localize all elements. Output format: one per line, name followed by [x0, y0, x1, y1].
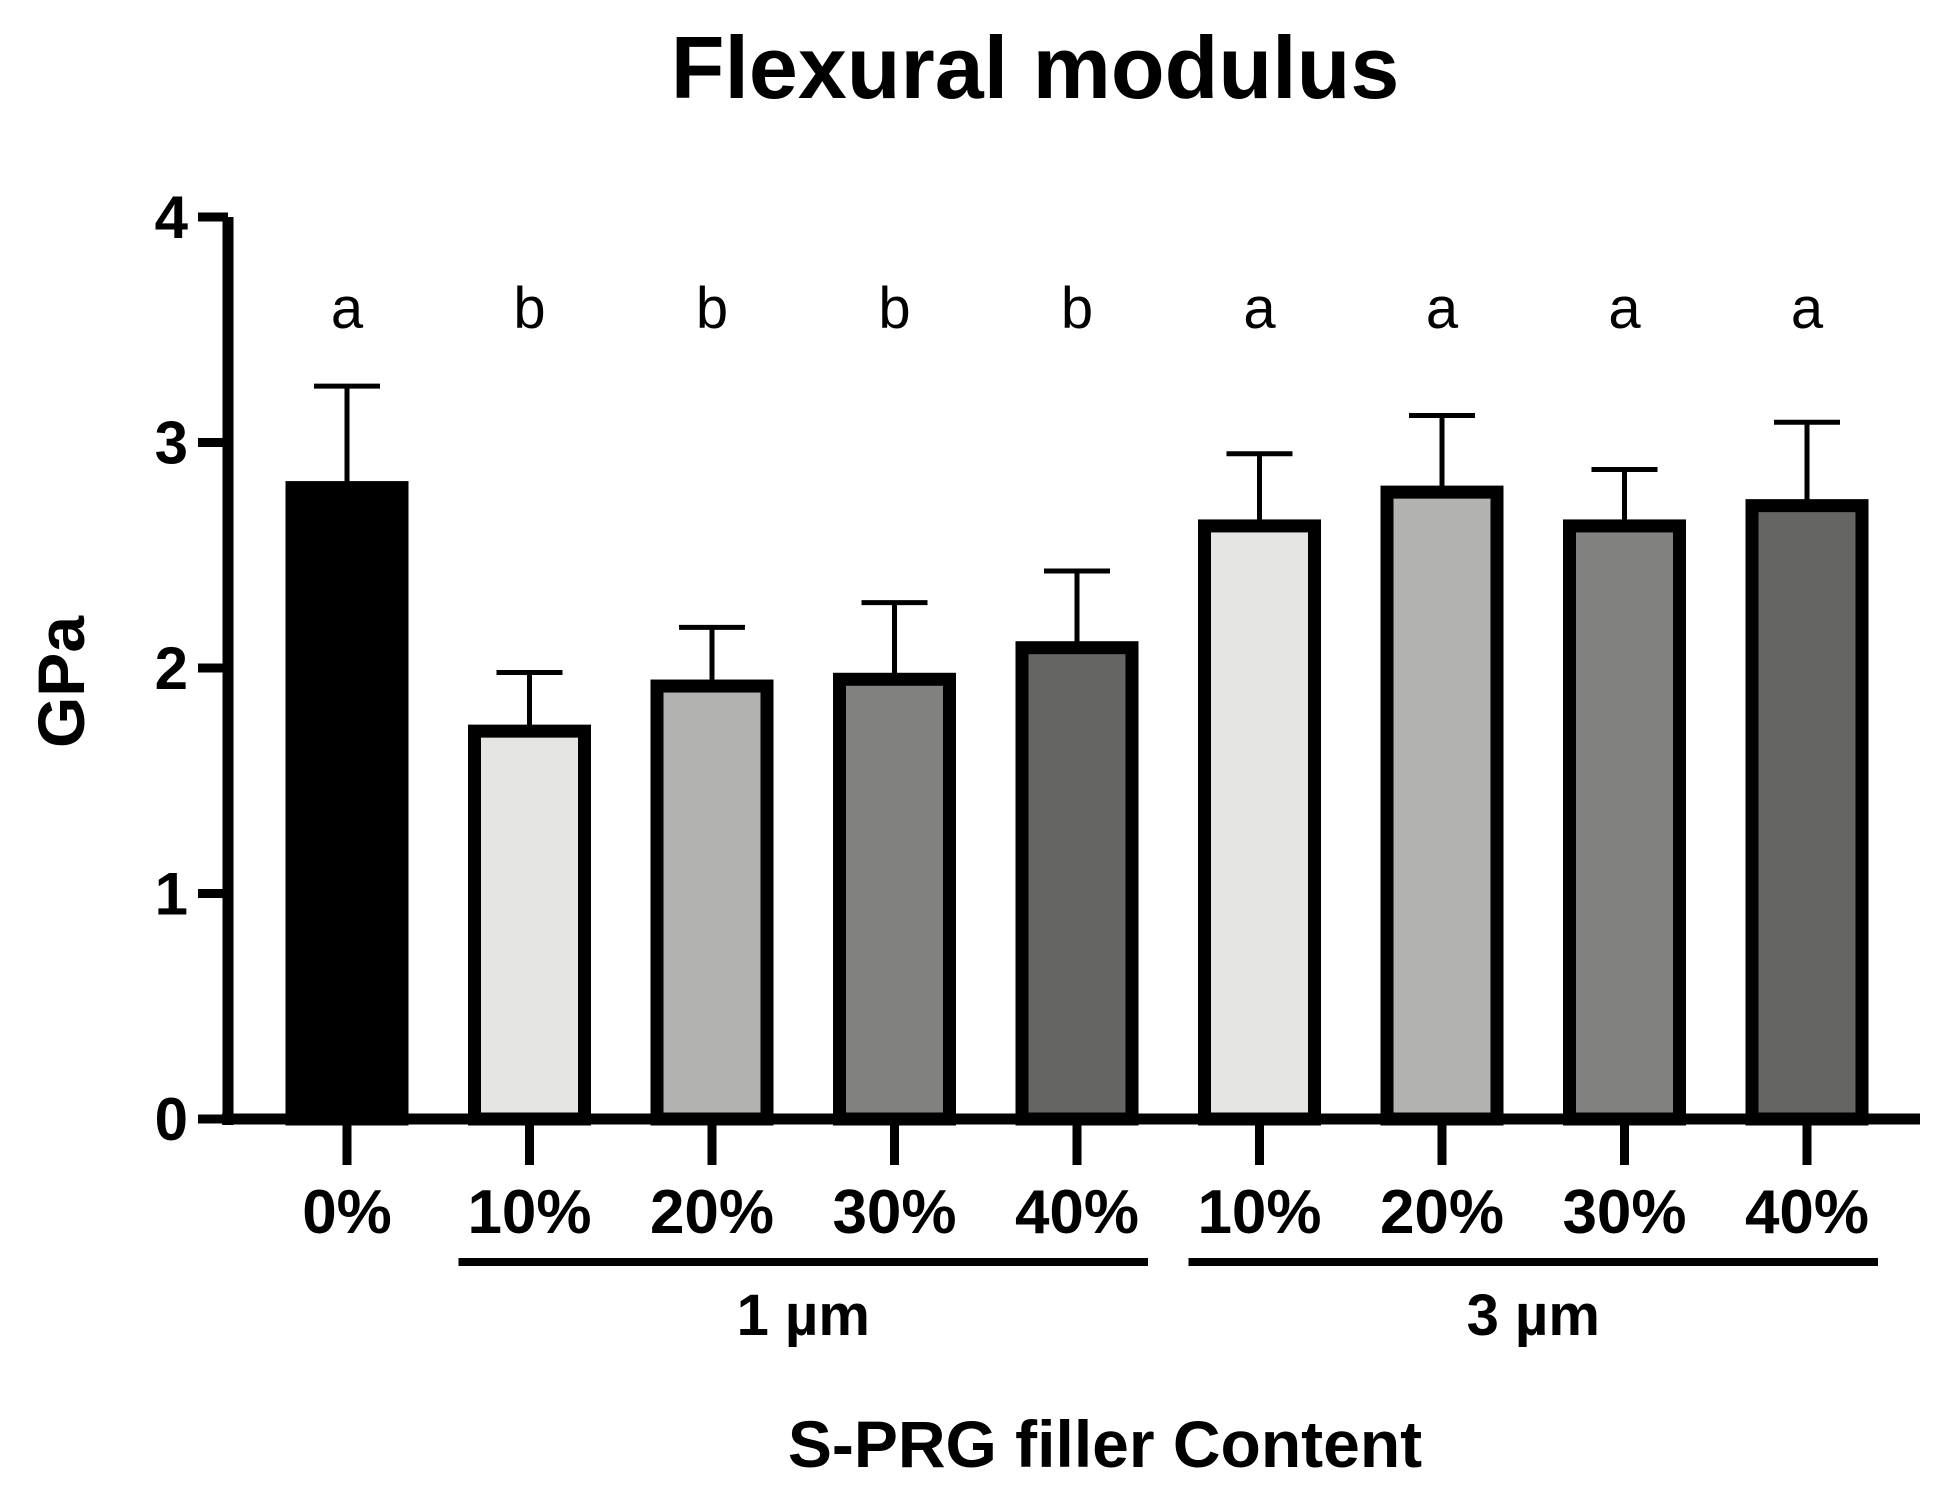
significance-letter: a	[1426, 276, 1459, 341]
significance-letter: b	[696, 276, 728, 341]
bar	[1198, 519, 1321, 1126]
significance-letter: a	[1791, 276, 1824, 341]
x-tick-label: 40%	[1015, 1178, 1139, 1247]
significance-letter: a	[331, 276, 364, 341]
y-tick-label: 2	[155, 635, 188, 702]
group-label: 1 µm	[737, 1283, 870, 1348]
bar	[468, 724, 591, 1126]
axes-layer	[198, 212, 1920, 1266]
bar	[650, 679, 774, 1126]
bar	[1015, 641, 1139, 1126]
significance-letter: b	[878, 276, 910, 341]
y-tick-label: 4	[155, 184, 189, 251]
x-tick-label: 30%	[1562, 1178, 1686, 1247]
y-tick-label: 0	[155, 1086, 188, 1153]
bar	[1745, 499, 1869, 1126]
significance-letter: b	[1061, 276, 1093, 341]
bar	[285, 481, 409, 1126]
bars-layer	[285, 383, 1869, 1126]
x-tick-label: 10%	[1197, 1178, 1321, 1247]
significance-letter: b	[513, 276, 545, 341]
group-label: 3 µm	[1467, 1283, 1600, 1348]
bar	[1380, 485, 1504, 1126]
x-axis-label: S-PRG filler Content	[788, 1407, 1422, 1481]
y-tick-label: 1	[155, 861, 188, 928]
x-tick-label: 20%	[650, 1178, 774, 1247]
x-tick-label: 0%	[302, 1178, 392, 1247]
x-tick-label: 40%	[1745, 1178, 1869, 1247]
x-tick-label: 10%	[467, 1178, 591, 1247]
significance-letter: a	[1608, 276, 1641, 341]
bar	[833, 672, 956, 1126]
chart-title: Flexural modulus	[671, 18, 1400, 117]
bar	[1563, 519, 1686, 1126]
y-tick-label: 3	[155, 410, 188, 477]
significance-letter: a	[1243, 276, 1276, 341]
y-axis-label: GPa	[24, 615, 98, 748]
x-tick-label: 30%	[832, 1178, 956, 1247]
x-tick-label: 20%	[1380, 1178, 1504, 1247]
